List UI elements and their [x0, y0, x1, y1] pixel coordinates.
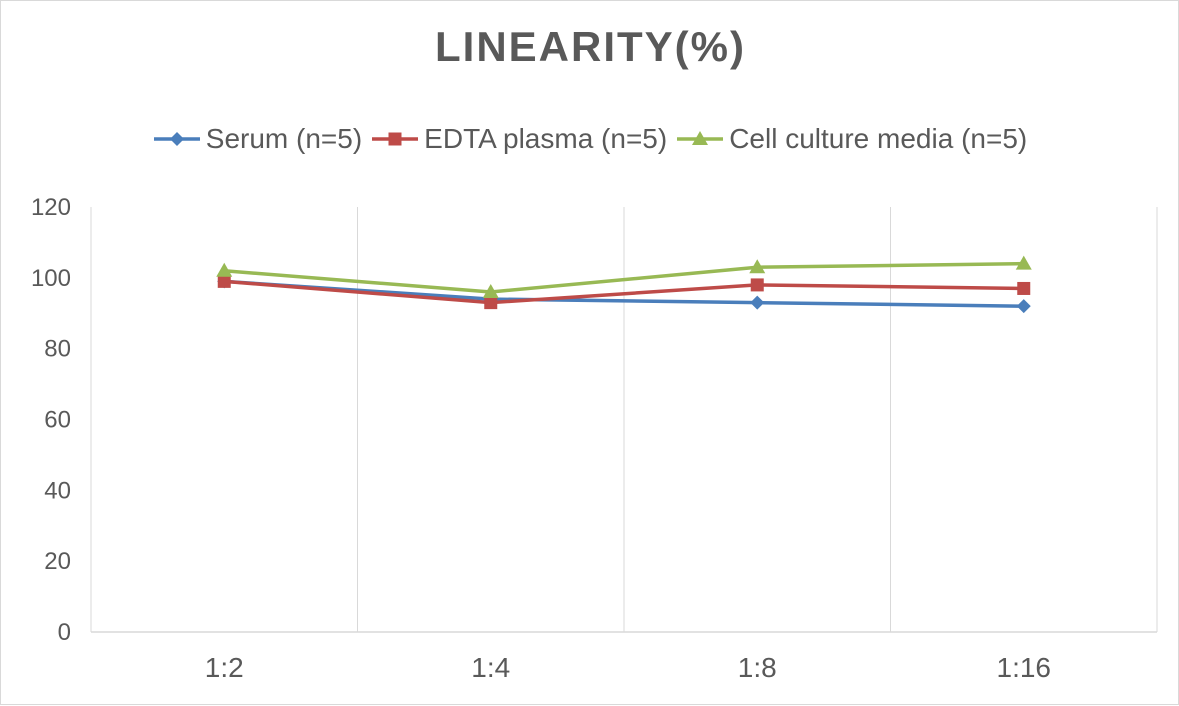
- data-point: [484, 296, 498, 310]
- legend-label: Cell culture media (n=5): [729, 123, 1028, 154]
- triangle-marker-icon: [677, 131, 724, 145]
- data-point: [749, 259, 766, 274]
- data-point: [750, 278, 764, 292]
- data-point: [217, 274, 231, 288]
- diamond-marker-icon: [153, 132, 200, 146]
- chart-title: LINEARITY(%): [435, 23, 746, 70]
- legend-item: EDTA plasma (n=5): [372, 123, 667, 155]
- y-tick-label: 40: [44, 477, 71, 504]
- series-cell: [216, 255, 1032, 298]
- x-tick-label: 1:16: [997, 652, 1052, 683]
- data-point: [750, 295, 765, 310]
- series-line: [224, 279, 1024, 308]
- y-tick-label: 120: [31, 194, 71, 221]
- y-tick-label: 60: [44, 407, 71, 434]
- series-line: [224, 279, 1024, 305]
- series-edta: [217, 274, 1031, 310]
- data-point: [482, 284, 499, 298]
- y-tick-label: 80: [44, 336, 71, 363]
- x-tick-label: 1:4: [471, 652, 510, 683]
- x-tick-label: 1:2: [205, 652, 244, 683]
- data-point: [1016, 299, 1031, 314]
- y-tick-label: 100: [31, 265, 71, 292]
- square-marker-icon: [372, 132, 419, 146]
- legend-item: Serum (n=5): [153, 123, 363, 155]
- series-line: [224, 261, 1024, 294]
- legend-marker: [692, 131, 709, 145]
- legend: Serum (n=5) EDTA plasma (n=5) Cell culture…: [1, 123, 1179, 155]
- legend-item: Cell culture media (n=5): [677, 123, 1027, 155]
- legend-marker: [388, 132, 402, 146]
- data-point: [1015, 255, 1032, 270]
- legend-label: EDTA plasma (n=5): [424, 123, 668, 154]
- x-tick-label: 1:8: [738, 652, 777, 683]
- legend-marker: [169, 132, 184, 146]
- legend-label: Serum (n=5): [205, 123, 363, 154]
- y-tick-label: 0: [58, 619, 71, 646]
- data-point: [216, 262, 233, 277]
- data-point: [1017, 281, 1031, 295]
- y-tick-label: 20: [44, 548, 71, 575]
